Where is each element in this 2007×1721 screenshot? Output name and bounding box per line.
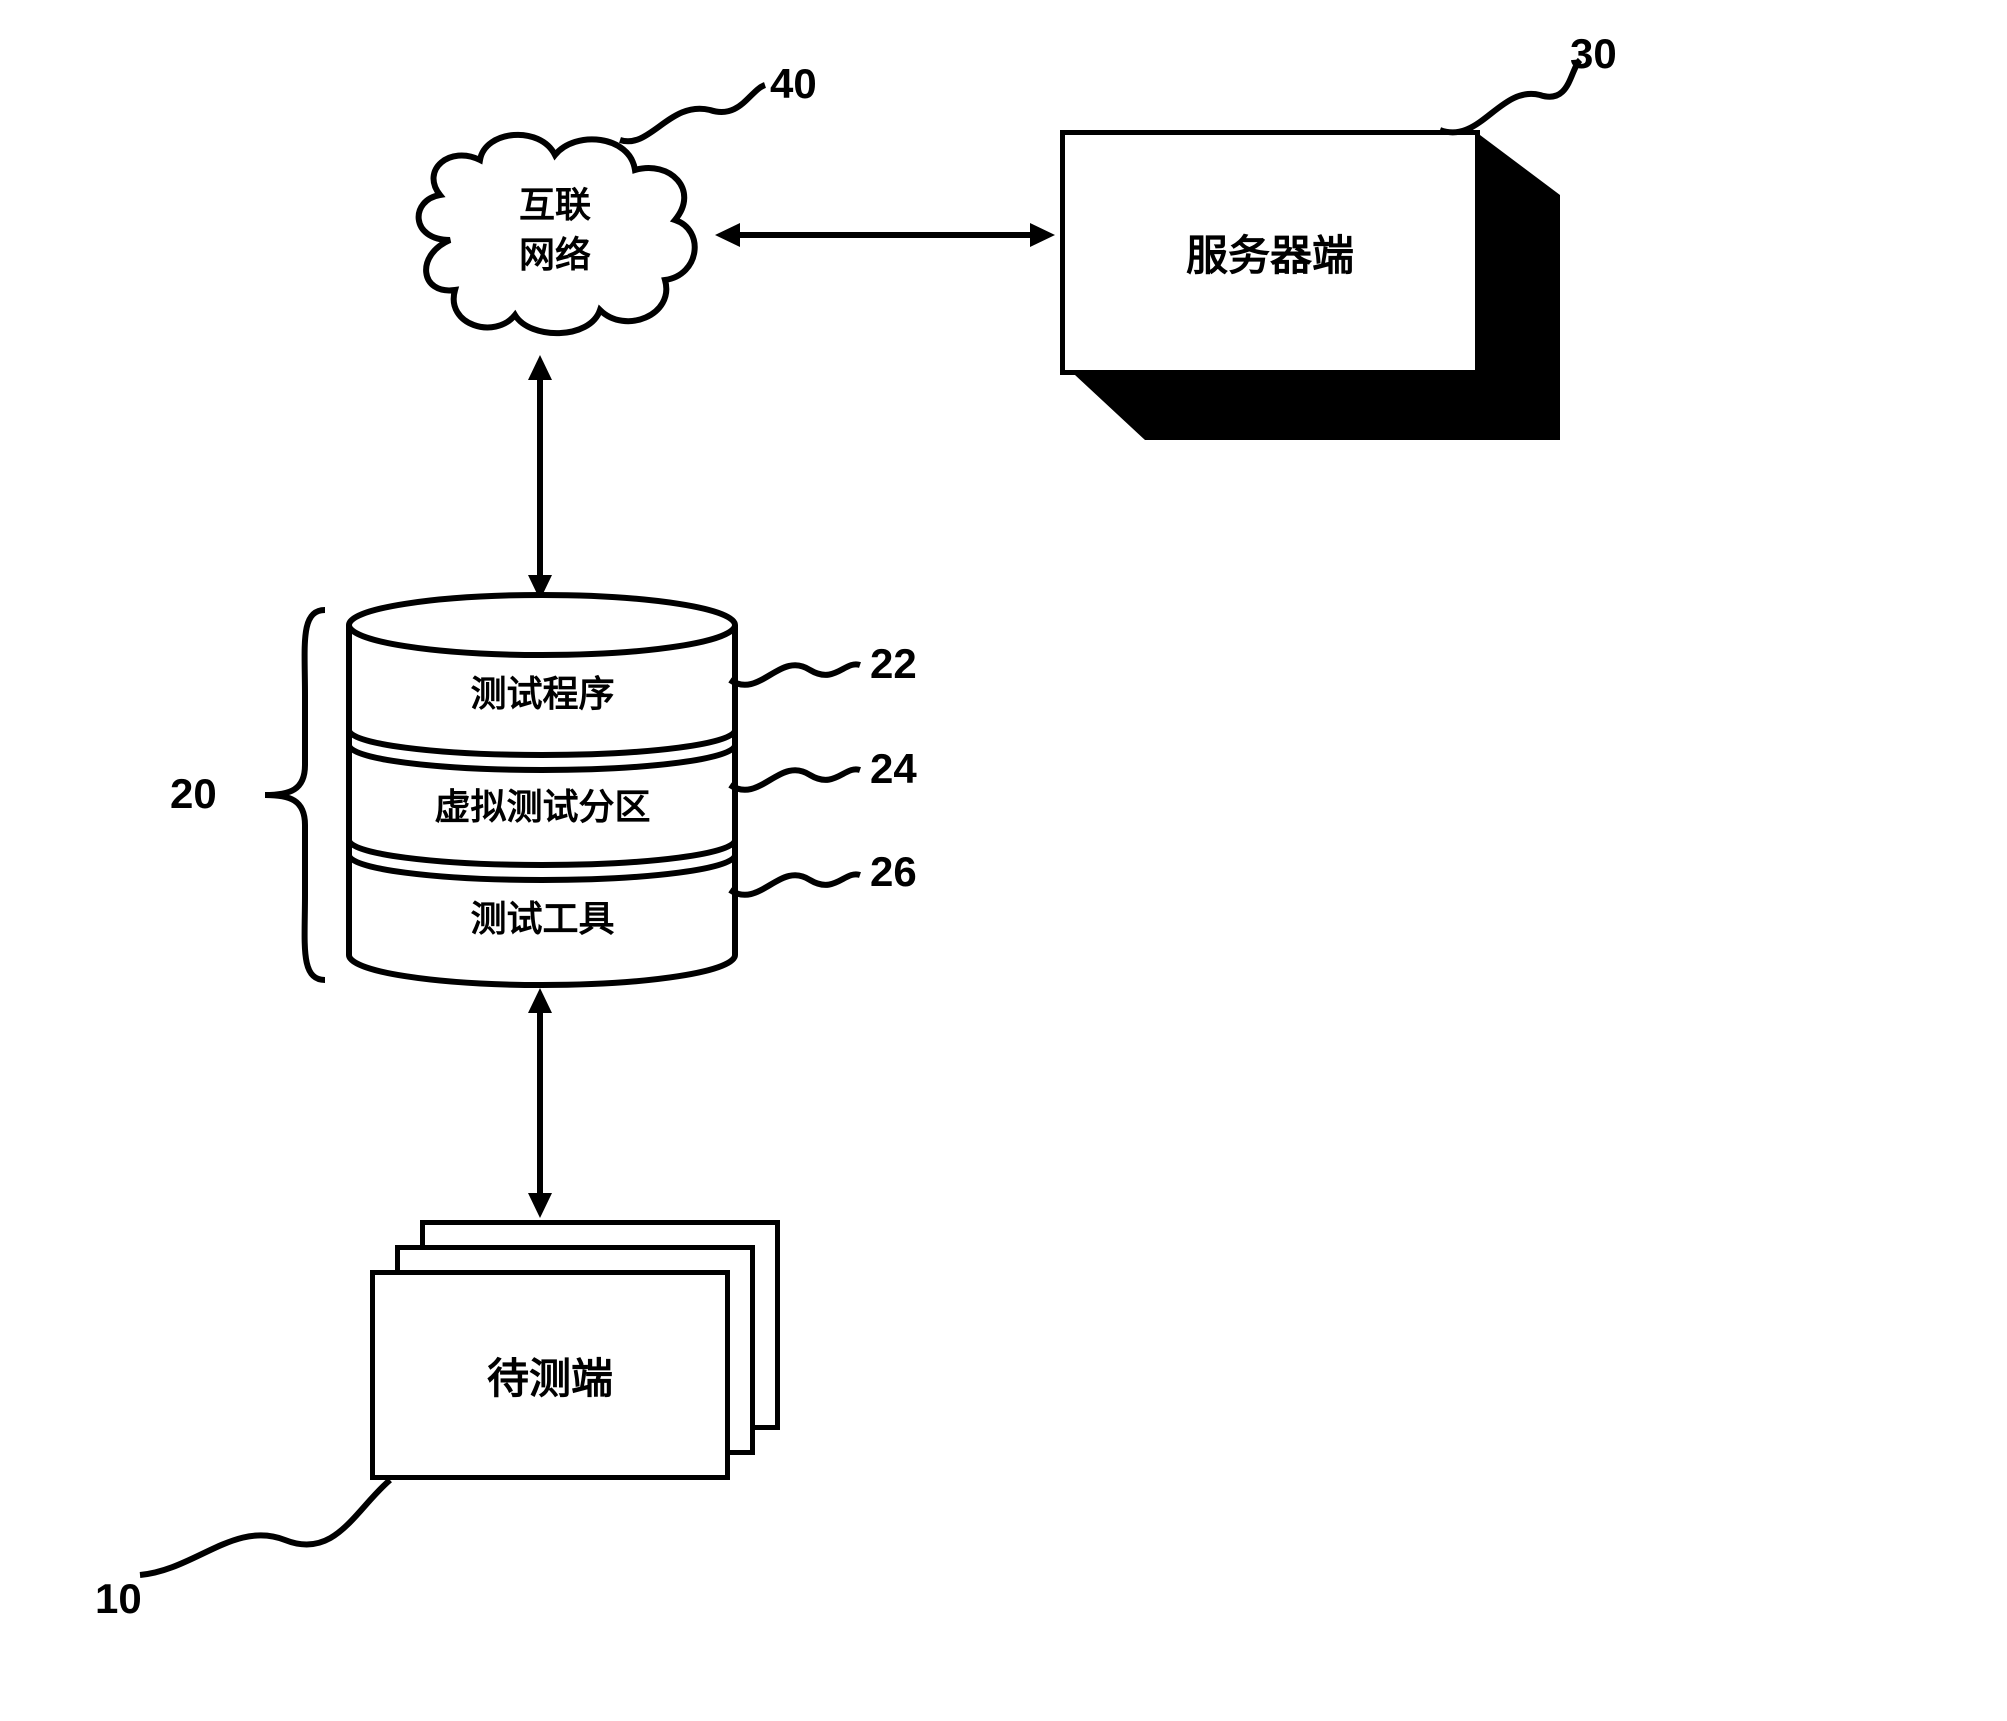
dut-ref-number: 10 xyxy=(95,1575,142,1623)
server-ref-line xyxy=(1440,55,1590,155)
arrow-cloud-server xyxy=(715,215,1060,255)
cloud-ref-line xyxy=(620,80,780,160)
cylinder-label-2: 虚拟测试分区 xyxy=(434,778,650,830)
cyl-ref-1: 22 xyxy=(870,640,917,688)
cylinder-section-2: 虚拟测试分区 xyxy=(345,778,740,830)
cloud-label: 互联 网络 xyxy=(480,180,630,281)
cylinder-section-3: 测试工具 xyxy=(345,890,740,942)
server-ref-number: 30 xyxy=(1570,30,1617,78)
dut-stack-1: 待测端 xyxy=(370,1270,730,1480)
brace-20 xyxy=(255,605,335,985)
dut-ref-line xyxy=(135,1480,395,1590)
server-box: 服务器端 xyxy=(1060,130,1480,375)
cyl-ref-3: 26 xyxy=(870,848,917,896)
cyl-ref-line-2 xyxy=(730,755,870,805)
cyl-ref-line-1 xyxy=(730,650,870,700)
arrow-cylinder-dut xyxy=(520,988,560,1223)
cyl-ref-line-3 xyxy=(730,860,870,910)
cyl-ref-2: 24 xyxy=(870,745,917,793)
dut-label: 待测端 xyxy=(487,1345,613,1406)
diagram-container: 互联 网络 40 服务器端 30 xyxy=(0,0,2007,1721)
cylinder-section-1: 测试程序 xyxy=(345,665,740,717)
server-label: 服务器端 xyxy=(1186,222,1354,283)
arrow-cloud-cylinder xyxy=(520,355,560,605)
cloud-text-line2: 网络 xyxy=(519,234,591,275)
cylinder-label-3: 测试工具 xyxy=(470,890,614,942)
cylinder-label-1: 测试程序 xyxy=(470,665,614,717)
cloud-ref-number: 40 xyxy=(770,60,817,108)
cloud-text-line1: 互联 xyxy=(519,184,591,225)
cylinder-ref-number: 20 xyxy=(170,770,217,818)
